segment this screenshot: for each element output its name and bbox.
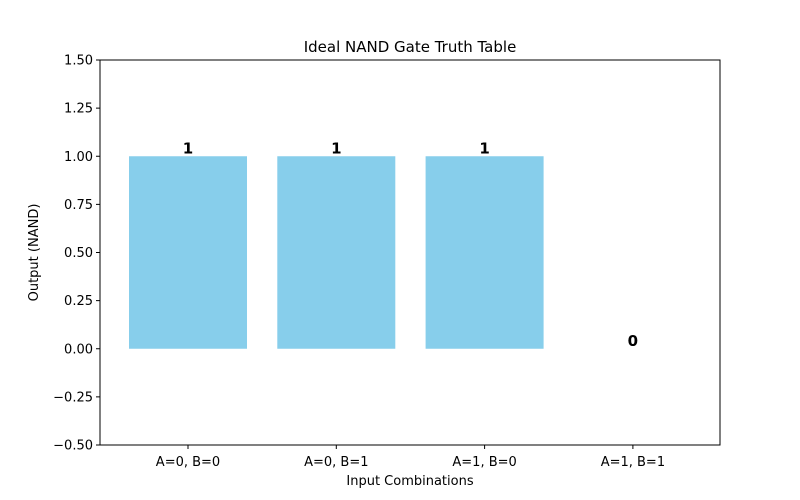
data-label: 0 [628,332,638,350]
y-tick-label: −0.50 [53,439,93,454]
data-label: 1 [479,139,489,157]
y-axis-ticks: −0.50 −0.25 0.00 0.25 0.50 0.75 1.00 1.25 1.50 [53,54,100,454]
bar-a-0-b-1 [277,156,396,349]
y-tick-label: 0.50 [64,246,93,261]
x-tick-label: A=1, B=0 [452,455,516,470]
y-tick-label: 1.00 [64,150,93,165]
y-tick-label: 0.00 [64,342,93,357]
y-tick-label: 0.25 [64,294,93,309]
data-label: 1 [183,139,193,157]
y-tick-label: −0.25 [53,390,93,405]
chart-title: Ideal NAND Gate Truth Table [304,38,517,56]
y-axis-label: Output (NAND) [27,204,42,302]
y-tick-label: 1.50 [64,54,93,69]
x-tick-label: A=1, B=1 [601,455,665,470]
bars-group [129,156,544,349]
y-tick-label: 0.75 [64,198,93,213]
x-axis-ticks: A=0, B=0 A=0, B=1 A=1, B=0 A=1, B=1 [156,445,665,470]
bar-a-1-b-0 [425,156,544,349]
data-label: 1 [331,139,341,157]
y-tick-label: 1.25 [64,102,93,117]
plot-frame [99,59,721,446]
x-tick-label: A=0, B=1 [304,455,368,470]
x-tick-label: A=0, B=0 [156,455,220,470]
bar-a-0-b-0 [129,156,247,349]
x-axis-label: Input Combinations [346,474,473,489]
data-labels-group: 1 1 1 0 [183,139,638,350]
